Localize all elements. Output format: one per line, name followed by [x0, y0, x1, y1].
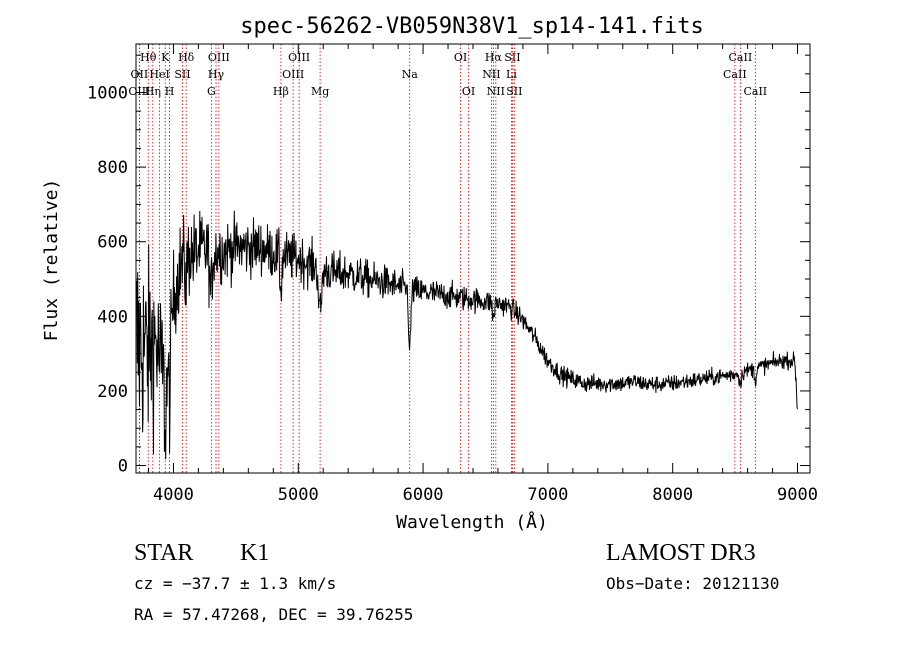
- x-tick-label: 5000: [278, 485, 319, 505]
- x-tick-label: 8000: [652, 485, 693, 505]
- survey-name: LAMOST DR3: [606, 540, 756, 566]
- line-label: OI: [462, 85, 475, 98]
- observation-date: Obs−Date: 20121130: [606, 574, 779, 593]
- y-tick-label: 400: [97, 307, 128, 327]
- line-label: Hβ: [273, 85, 289, 98]
- line-label: Na: [402, 68, 419, 81]
- line-label: Mg: [311, 85, 329, 98]
- axis-ticks: [136, 44, 810, 473]
- line-label: OIII: [208, 51, 230, 64]
- line-label: SII: [506, 85, 522, 98]
- line-label: G: [207, 85, 216, 98]
- line-label: CaII: [723, 68, 747, 81]
- line-label: OI: [454, 51, 467, 64]
- object-class: STAR: [134, 540, 193, 566]
- coordinates-readout: RA = 57.47268, DEC = 39.76255: [134, 605, 413, 624]
- line-label: OIII: [282, 68, 304, 81]
- object-subclass: K1: [240, 540, 269, 566]
- line-label: NII: [482, 68, 500, 81]
- y-tick-label: 600: [97, 233, 128, 253]
- chart-title: spec-56262-VB059N38V1_sp14-141.fits: [240, 14, 704, 39]
- line-label: K: [161, 51, 170, 64]
- line-label: CaII: [743, 85, 767, 98]
- line-label: SII: [504, 51, 520, 64]
- y-axis-label: Flux (relative): [41, 179, 62, 342]
- line-label: Hθ: [140, 51, 157, 64]
- plot-area: Hθ Hη OII OIII HeI K H SII Hδ OIII Hγ G Hβ OIII OIII Mg…: [87, 43, 818, 505]
- axis-tick-labels: 4000 5000 6000 7000 8000 9000 0 200 400 600 800 100…: [87, 83, 818, 505]
- plot-frame: [135, 43, 811, 474]
- y-tick-label: 200: [97, 382, 128, 402]
- line-label: Hγ: [208, 68, 225, 81]
- line-label: Hδ: [178, 51, 195, 64]
- x-axis-label: Wavelength (Å): [396, 511, 548, 533]
- x-tick-label: 4000: [153, 485, 194, 505]
- line-label: OII: [131, 68, 149, 81]
- x-tick-label: 7000: [527, 485, 568, 505]
- spectrum-line: [135, 210, 798, 460]
- line-label: H: [165, 85, 175, 98]
- y-tick-label: 0: [118, 457, 128, 477]
- line-label: Hη: [145, 85, 161, 98]
- line-label: Hα: [485, 51, 503, 64]
- line-label: SII: [174, 68, 190, 81]
- line-label: Li: [506, 68, 517, 81]
- line-label: OIII: [128, 85, 150, 98]
- line-label: OIII: [288, 51, 310, 64]
- x-tick-label: 6000: [403, 485, 444, 505]
- line-label: CaII: [729, 51, 753, 64]
- x-tick-label: 9000: [777, 485, 818, 505]
- y-tick-label: 1000: [87, 83, 128, 103]
- line-label: HeI: [149, 68, 169, 81]
- redshift-readout: cz = −37.7 ± 1.3 km/s: [134, 574, 336, 593]
- y-tick-label: 800: [97, 158, 128, 178]
- line-label: NII: [487, 85, 505, 98]
